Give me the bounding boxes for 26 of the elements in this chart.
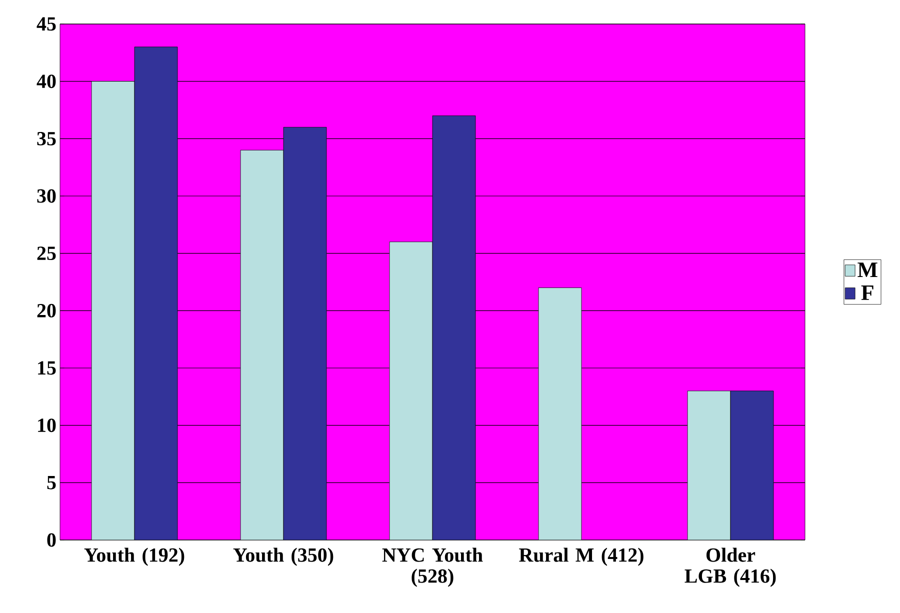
bar (730, 390, 774, 540)
bar (283, 127, 327, 540)
x-tick-label: NYC Youth (528) (382, 548, 483, 587)
x-tick-label: Rural M (412) (519, 548, 644, 566)
legend-label: M (858, 262, 878, 278)
x-tick-label: Older LGB (416) (684, 548, 776, 587)
bar (538, 288, 582, 540)
y-tick-label: 35 (37, 132, 56, 146)
x-tick-label: Youth (350) (233, 548, 334, 566)
y-tick-label: 40 (36, 74, 56, 88)
y-tick-label: 15 (38, 361, 56, 375)
bar (687, 390, 731, 540)
y-tick-label: 25 (37, 246, 56, 260)
y-tick-label: 0 (47, 533, 56, 547)
y-tick-label: 10 (38, 418, 56, 432)
bar (389, 242, 433, 540)
bar (240, 150, 284, 540)
bar (134, 46, 178, 540)
y-tick-label: 5 (47, 476, 56, 490)
x-tick-label: Youth (192) (84, 548, 184, 566)
y-tick-label: 20 (37, 304, 56, 318)
legend-label: F (861, 285, 874, 300)
y-tick-label: 45 (36, 17, 56, 31)
bar (432, 116, 476, 540)
y-tick-label: 30 (37, 189, 56, 203)
bar (91, 81, 135, 540)
